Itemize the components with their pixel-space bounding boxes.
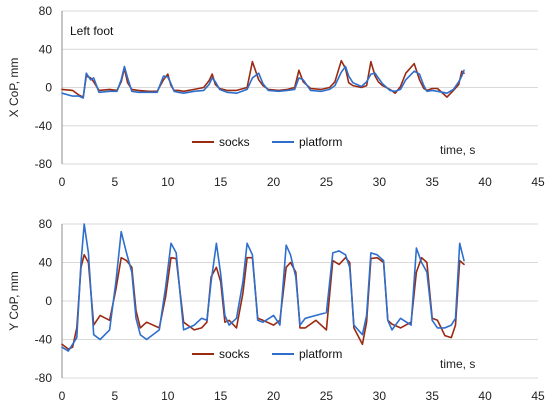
y-axis-label: X CoP, mm [7, 58, 21, 118]
legend-label-socks: socks [219, 347, 250, 361]
x-tick-label: 30 [373, 389, 387, 403]
x-tick-label: 35 [426, 389, 440, 403]
legend-label-socks: socks [219, 135, 250, 149]
legend-label-platform: platform [299, 135, 342, 149]
x-tick-label: 35 [426, 175, 440, 189]
x-tick-label: 0 [59, 175, 66, 189]
x-axis-label: time, s [440, 357, 475, 371]
x-tick-label: 5 [112, 389, 119, 403]
x-tick-label: 30 [373, 175, 387, 189]
x-axis-label: time, s [440, 143, 475, 157]
y-tick-label: 80 [39, 4, 53, 18]
y-tick-label: 40 [39, 256, 53, 270]
series-line-platform [61, 223, 465, 352]
x-tick-label: 10 [161, 175, 175, 189]
legend-label-platform: platform [299, 347, 342, 361]
y-tick-label: -40 [35, 333, 53, 347]
y-tick-label: 0 [45, 294, 52, 308]
y-tick-label: 0 [45, 81, 52, 95]
y-tick-label: 40 [39, 42, 53, 56]
x-tick-label: 15 [214, 389, 228, 403]
x-tick-label: 20 [267, 175, 281, 189]
x-tick-label: 15 [214, 175, 228, 189]
chart-panel-y-cop: -80 -40 0 40 80 0 5 10 15 20 25 30 35 40 45 Y CoP, mm ti… [7, 217, 545, 403]
y-tick-label: -80 [35, 371, 53, 385]
y-axis-label: Y CoP, mm [7, 271, 21, 331]
y-tick-label: -40 [35, 119, 53, 133]
y-tick-label: -80 [35, 157, 53, 171]
series-line-socks [61, 254, 465, 350]
x-tick-label: 40 [478, 389, 492, 403]
x-tick-label: 5 [112, 175, 119, 189]
x-tick-label: 25 [320, 175, 334, 189]
panel-annotation: Left foot [70, 24, 114, 38]
series-line-platform [61, 65, 465, 99]
x-tick-label: 45 [531, 175, 545, 189]
x-tick-label: 45 [531, 389, 545, 403]
series-line-socks [61, 59, 465, 98]
chart-panel-x-cop: -80 -40 0 40 80 0 5 10 15 20 25 30 35 40 45 X CoP, mm ti… [7, 4, 545, 189]
x-tick-label: 20 [267, 389, 281, 403]
x-tick-label: 10 [161, 389, 175, 403]
x-tick-label: 40 [478, 175, 492, 189]
x-tick-label: 0 [59, 389, 66, 403]
y-tick-label: 80 [39, 217, 53, 231]
x-tick-label: 25 [320, 389, 334, 403]
